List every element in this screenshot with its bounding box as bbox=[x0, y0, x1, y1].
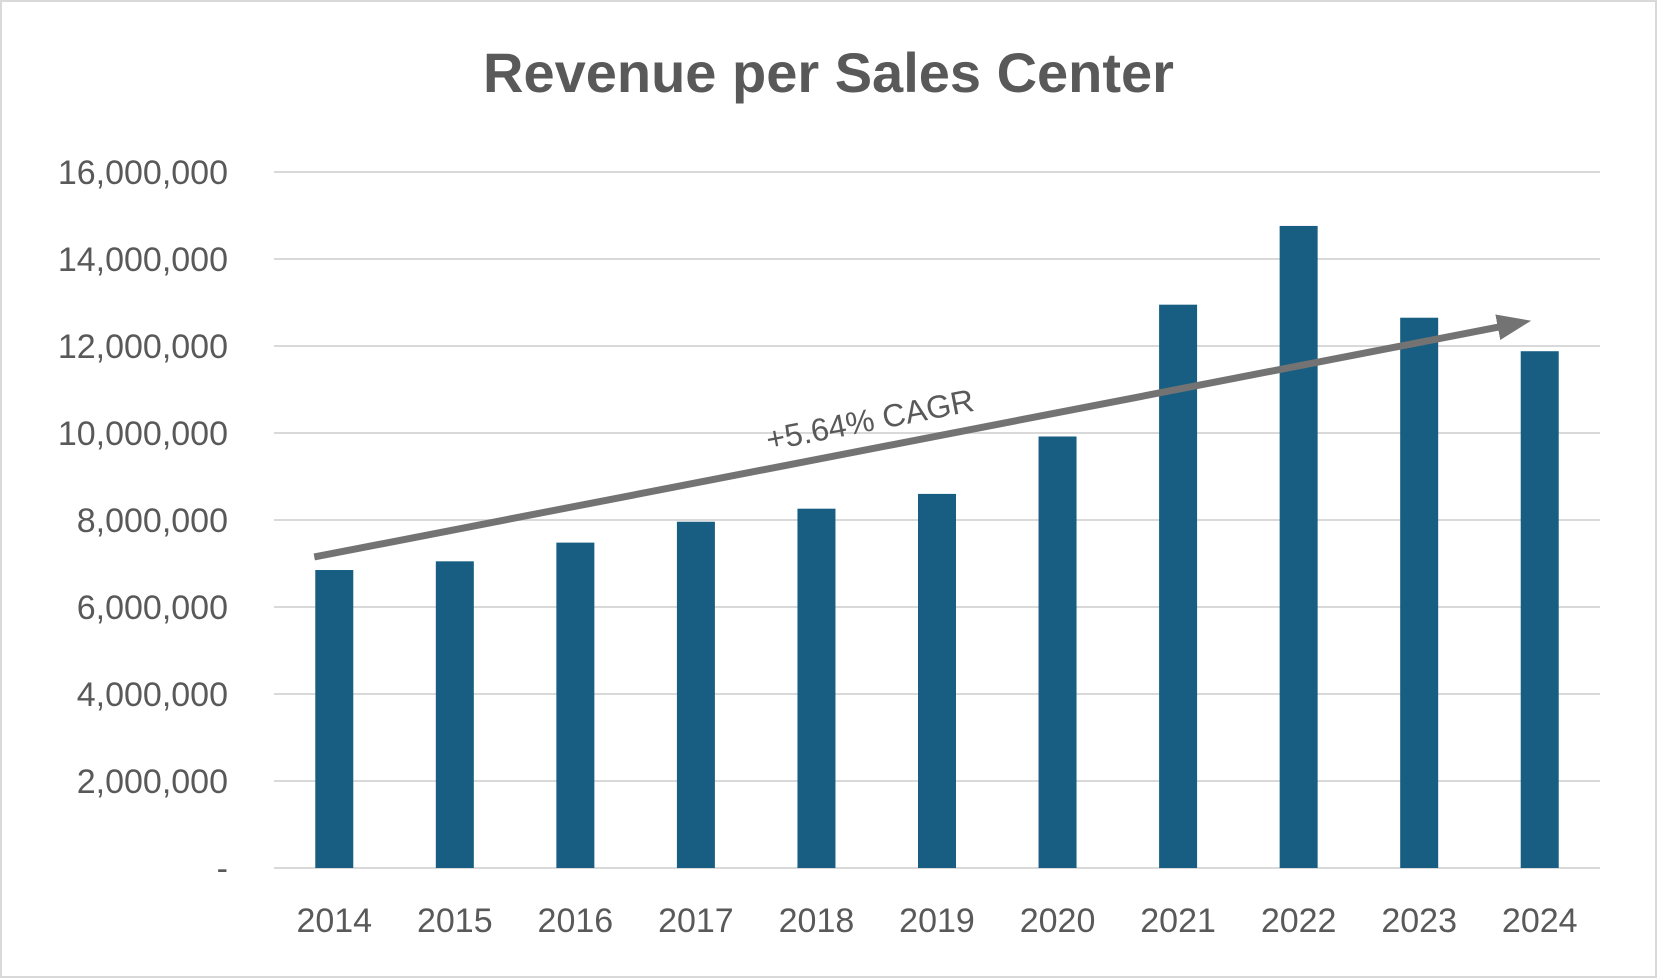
y-tick-label: 10,000,000 bbox=[58, 415, 228, 453]
bar bbox=[556, 542, 595, 868]
y-tick-label: 16,000,000 bbox=[58, 154, 228, 192]
bar bbox=[1279, 225, 1318, 868]
y-tick-label: 6,000,000 bbox=[77, 589, 228, 627]
x-tick-label: 2024 bbox=[1502, 902, 1578, 940]
bar bbox=[676, 521, 715, 868]
x-tick-label: 2018 bbox=[779, 902, 855, 940]
bar bbox=[918, 493, 956, 868]
x-tick-label: 2023 bbox=[1381, 902, 1457, 940]
bar bbox=[1520, 351, 1559, 869]
x-tick-label: 2014 bbox=[296, 902, 372, 940]
x-tick-label: 2019 bbox=[899, 902, 975, 940]
x-tick-label: 2015 bbox=[417, 902, 493, 940]
bar bbox=[315, 570, 354, 868]
bar bbox=[435, 561, 474, 868]
y-tick-label: 8,000,000 bbox=[77, 502, 228, 540]
bar bbox=[1038, 436, 1077, 868]
y-tick-label: - bbox=[217, 850, 228, 888]
y-tick-label: 12,000,000 bbox=[58, 328, 228, 366]
y-tick-label: 4,000,000 bbox=[77, 676, 228, 714]
y-tick-label: 14,000,000 bbox=[58, 241, 228, 279]
bar bbox=[797, 508, 836, 868]
x-tick-label: 2017 bbox=[658, 902, 734, 940]
bar bbox=[1400, 317, 1439, 869]
chart-title: Revenue per Sales Center bbox=[483, 41, 1174, 104]
x-tick-label: 2022 bbox=[1261, 902, 1337, 940]
trend-arrow bbox=[313, 314, 1532, 561]
bar bbox=[1159, 304, 1198, 868]
y-tick-label: 2,000,000 bbox=[77, 763, 228, 801]
x-tick-label: 2020 bbox=[1020, 902, 1096, 940]
x-tick-label: 2016 bbox=[538, 902, 614, 940]
x-tick-label: 2021 bbox=[1140, 902, 1216, 940]
